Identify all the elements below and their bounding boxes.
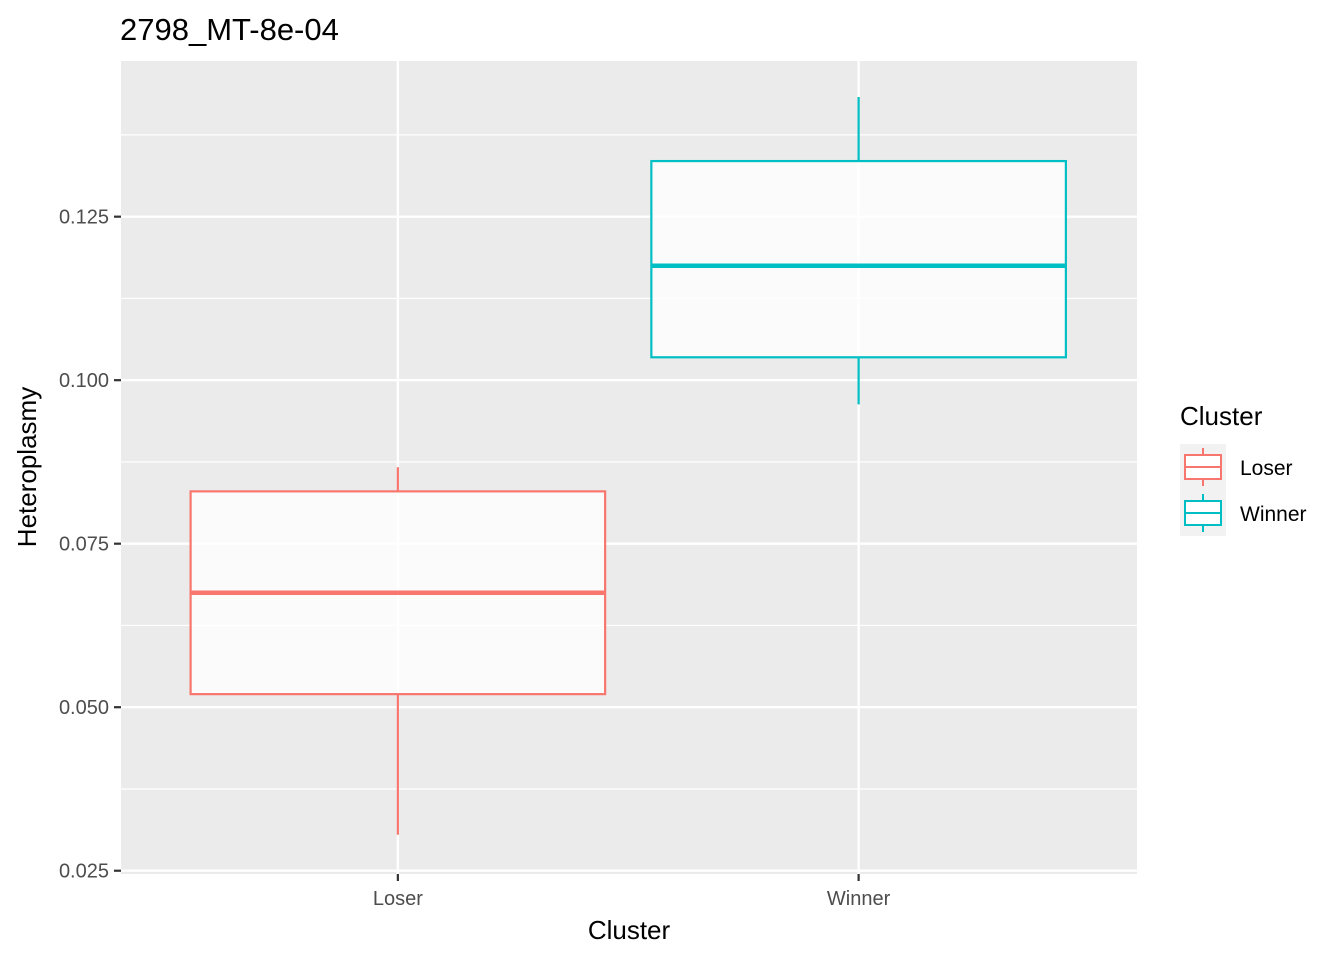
axes: 0.025 0.050 0.075 0.100 0.125 Loser Winner (59, 207, 891, 910)
y-tick-label: 0.050 (59, 697, 109, 719)
boxes (189, 96, 1067, 835)
box-winner (650, 96, 1067, 405)
y-tick-label: 0.075 (59, 534, 109, 556)
x-tick-label: Loser (373, 888, 423, 910)
legend: Cluster Loser Winner (1180, 401, 1307, 536)
iqr-box (650, 159, 1067, 359)
legend-title: Cluster (1180, 401, 1263, 431)
chart-title: 2798_MT-8e-04 (120, 12, 339, 47)
y-tick-label: 0.125 (59, 207, 109, 229)
box-loser (189, 467, 607, 835)
y-tick-label: 0.025 (59, 861, 109, 883)
y-tick-label: 0.100 (59, 370, 109, 392)
x-axis-title: Cluster (588, 915, 671, 945)
legend-label: Winner (1240, 503, 1307, 526)
y-axis-title: Heteroplasmy (12, 387, 42, 547)
legend-entry-loser: Loser (1180, 444, 1293, 490)
legend-label: Loser (1240, 457, 1293, 480)
legend-entry-winner: Winner (1180, 490, 1307, 536)
x-tick-label: Winner (827, 888, 891, 910)
